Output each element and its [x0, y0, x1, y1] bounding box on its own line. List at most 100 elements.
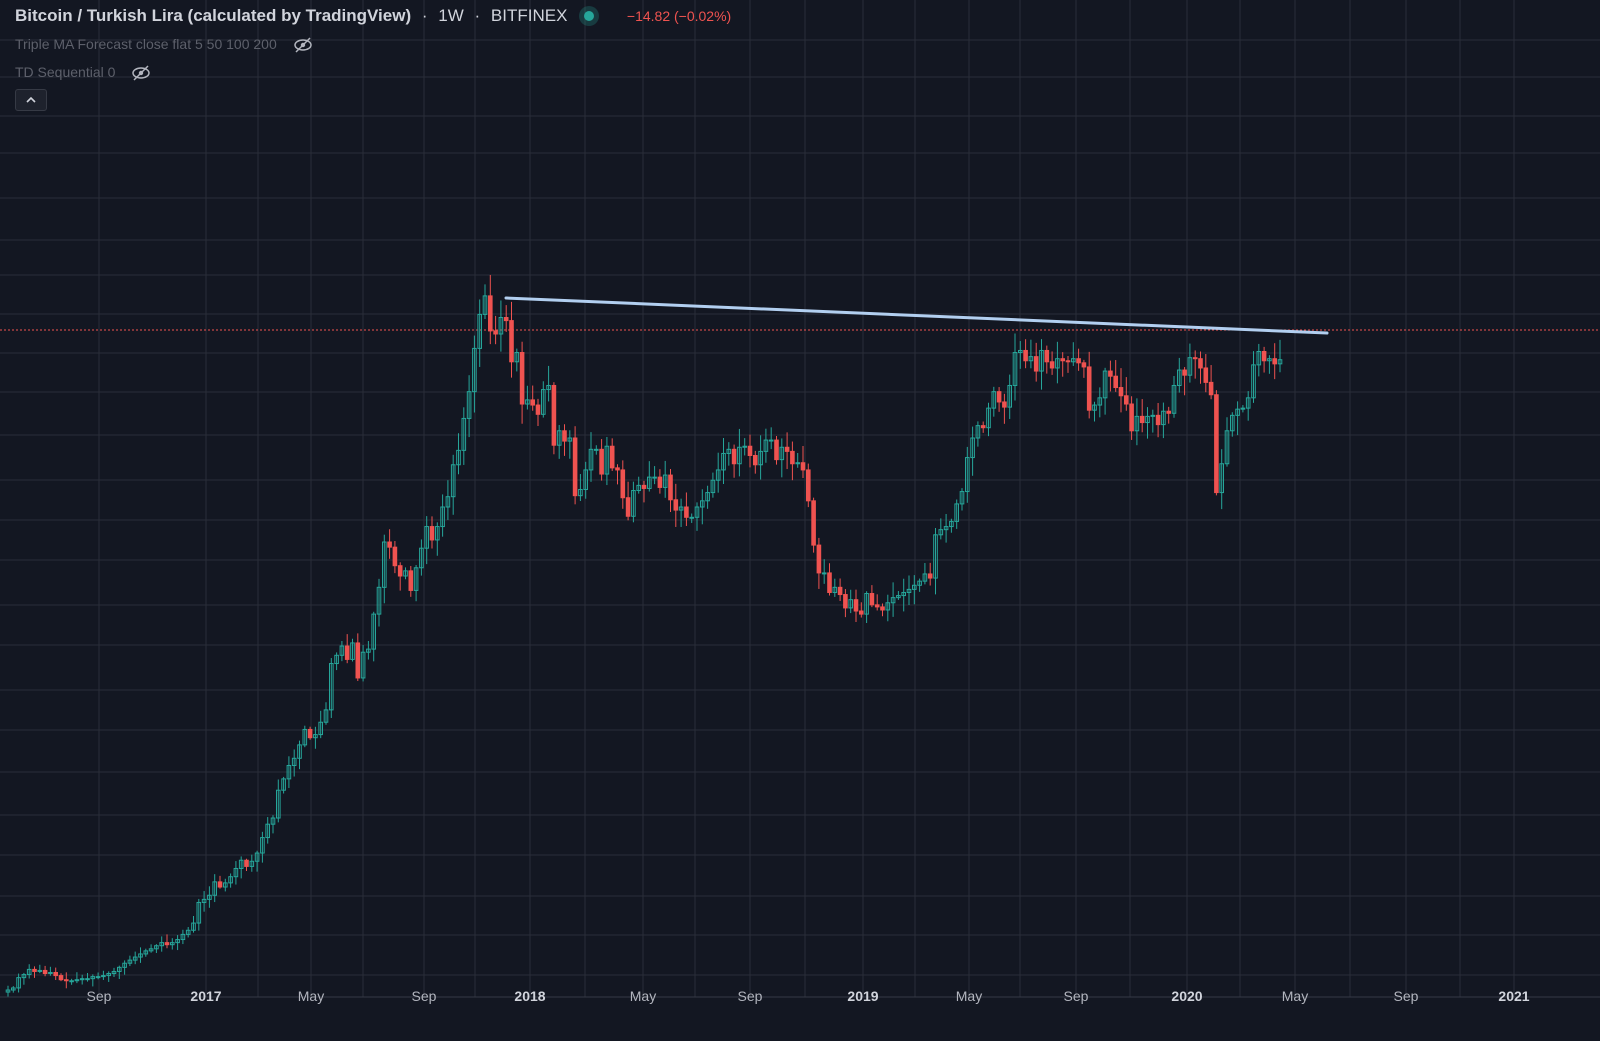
candle-body — [419, 547, 424, 569]
candle-body — [1134, 415, 1140, 432]
symbol-title[interactable]: Bitcoin / Turkish Lira (calculated by Tr… — [15, 6, 412, 25]
candle-body — [1060, 358, 1066, 362]
candle-body — [620, 469, 626, 499]
candle-body — [498, 317, 504, 335]
candle-body — [853, 599, 859, 612]
candle-body — [1118, 387, 1124, 397]
candle-body — [350, 642, 355, 660]
candle-body — [191, 922, 196, 931]
candle-body — [1161, 410, 1166, 426]
candle-body — [1007, 384, 1013, 408]
legend-separator: · — [474, 6, 481, 25]
candle-body — [58, 975, 64, 981]
candle-body — [980, 425, 986, 429]
candle-body — [647, 476, 652, 489]
candle-body — [949, 520, 954, 528]
candle-body — [1012, 352, 1018, 386]
candle-body — [896, 595, 901, 599]
candle-body — [111, 970, 117, 975]
candle-body — [763, 439, 769, 452]
candle-body — [768, 439, 774, 442]
time-tick-label: 2020 — [1171, 988, 1203, 1004]
time-tick-label: 2021 — [1498, 988, 1530, 1004]
candle-body — [880, 606, 885, 611]
candle-body — [747, 445, 753, 457]
candle-body — [286, 764, 292, 780]
candle-body — [456, 449, 461, 466]
candle-body — [74, 979, 80, 982]
candle-body — [700, 500, 705, 508]
candle-body — [16, 977, 21, 989]
candle-body — [233, 867, 239, 878]
candle-body — [1192, 357, 1198, 360]
time-tick-label: Sep — [86, 988, 112, 1004]
candle-body — [599, 448, 604, 475]
candle-body — [927, 573, 933, 579]
candle-body — [758, 450, 763, 466]
candle-body — [1076, 358, 1081, 364]
candle-body — [445, 496, 451, 508]
candle-body — [1272, 358, 1278, 365]
interval-label[interactable]: 1W — [438, 6, 464, 25]
time-tick-label: 2017 — [190, 988, 222, 1004]
candle-body — [753, 455, 758, 466]
candle-body — [90, 976, 96, 980]
indicator-td-sequential[interactable]: TD Sequential 0 — [15, 64, 151, 81]
candle-body — [1240, 407, 1246, 410]
candle-body — [986, 407, 991, 429]
candle-body — [175, 939, 180, 944]
candle-body — [461, 417, 467, 451]
candle-body — [710, 479, 716, 494]
candle-body — [726, 448, 732, 454]
time-tick-label: Sep — [1393, 988, 1419, 1004]
indicator-triple-ma[interactable]: Triple MA Forecast close flat 5 50 100 2… — [15, 36, 313, 53]
candle-body — [260, 837, 265, 854]
candle-body — [79, 978, 85, 981]
candle-body — [185, 929, 191, 935]
candle-body — [933, 534, 938, 579]
time-tick-label: May — [297, 988, 325, 1004]
candle-body — [1256, 350, 1262, 366]
candle-body — [1245, 397, 1251, 409]
candle-body — [276, 789, 281, 819]
candle-body — [291, 757, 297, 766]
candle-body — [397, 565, 403, 577]
candle-body — [387, 541, 392, 548]
resistance-trendline[interactable] — [504, 296, 1329, 335]
candle-body — [641, 484, 647, 489]
candle-body — [1182, 369, 1187, 376]
candle-body — [959, 491, 965, 505]
candle-body — [943, 526, 949, 531]
chevron-up-icon — [26, 96, 36, 103]
candle-body — [1203, 367, 1209, 383]
candle-body — [615, 467, 620, 471]
candle-body — [64, 979, 69, 982]
candle-body — [859, 610, 864, 615]
candle-body — [450, 464, 456, 498]
candle-body — [429, 526, 435, 541]
candle-body — [1230, 414, 1235, 432]
candle-body — [790, 450, 795, 465]
exchange-label: BITFINEX — [490, 6, 568, 25]
collapse-legend-button[interactable] — [15, 89, 47, 111]
candle-body — [435, 526, 440, 541]
candle-body — [413, 567, 419, 591]
candle-body — [1198, 358, 1203, 369]
candle-body — [525, 399, 530, 405]
candle-body — [625, 497, 631, 517]
market-status-icon[interactable] — [584, 11, 595, 22]
candle-body — [848, 599, 854, 609]
candle-body — [244, 859, 249, 867]
candle-body — [657, 476, 663, 488]
candle-body — [519, 352, 525, 405]
candle-body — [938, 529, 944, 536]
candle-body — [917, 580, 922, 586]
candle-body — [1214, 394, 1219, 494]
candle-body — [1055, 358, 1060, 369]
time-tick-label: May — [629, 988, 657, 1004]
eye-off-icon[interactable] — [293, 37, 313, 53]
candle-body — [254, 852, 260, 862]
candle-body — [821, 572, 827, 575]
eye-off-icon[interactable] — [131, 65, 151, 81]
